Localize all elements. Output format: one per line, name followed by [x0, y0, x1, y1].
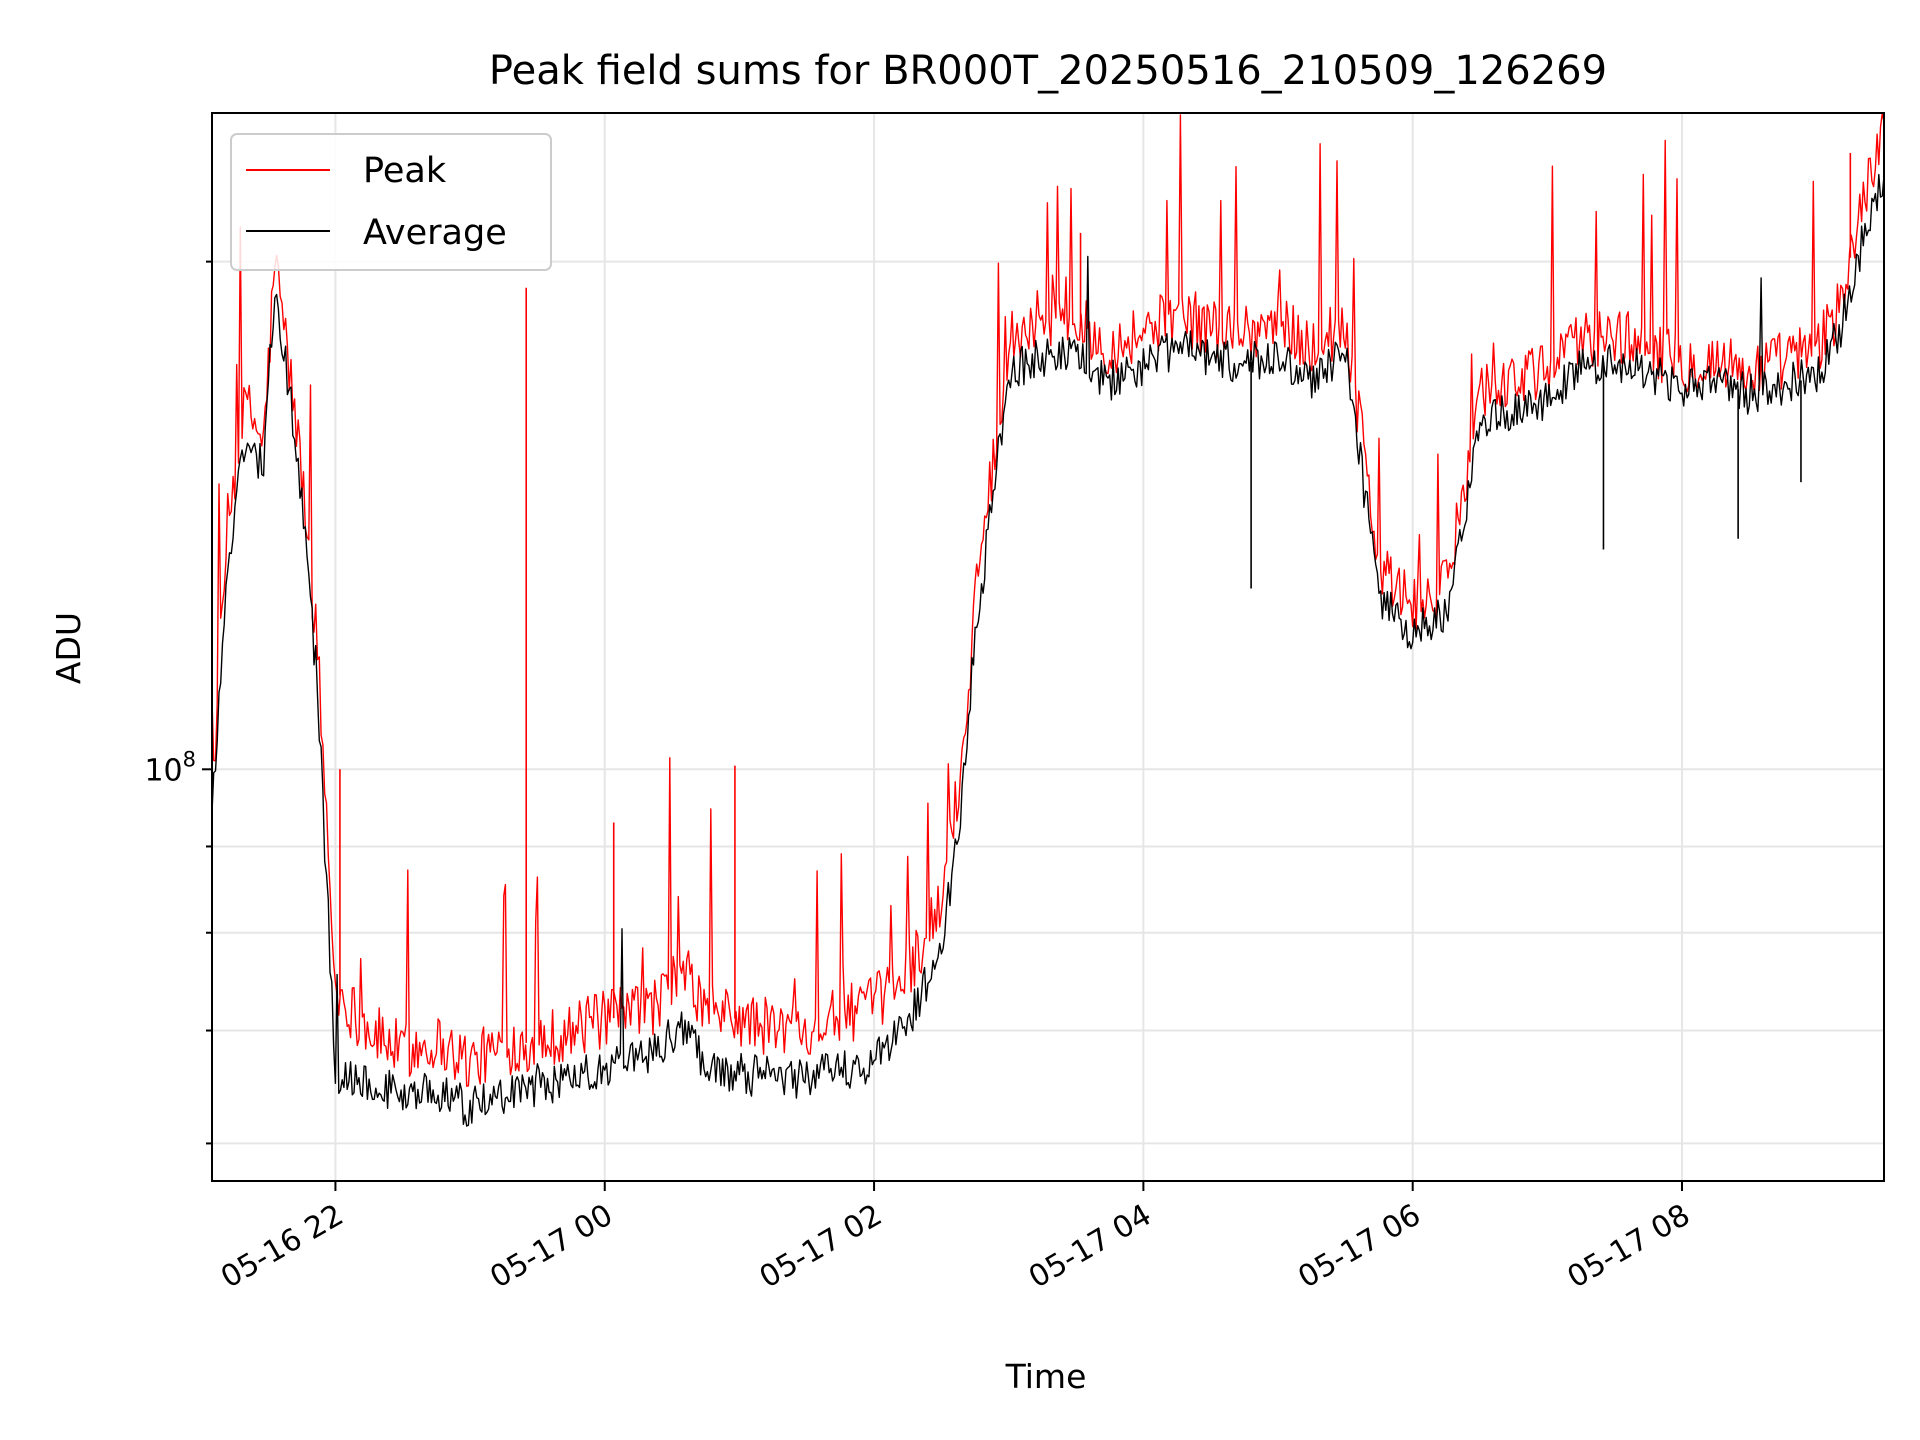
- series-line-peak: [211, 112, 1885, 1087]
- x-axis-label: Time: [1005, 1357, 1087, 1396]
- legend-label-peak: Peak: [363, 151, 447, 191]
- y-axis-label: ADU: [49, 612, 88, 684]
- plot-frame: [211, 112, 1885, 1182]
- series-lines: [211, 112, 1885, 1127]
- y-tick-label: 108: [144, 747, 196, 788]
- legend-box: [230, 133, 552, 271]
- series-line-average: [211, 173, 1885, 1127]
- legend: Peak Average: [230, 133, 552, 271]
- legend-label-average: Average: [363, 213, 507, 253]
- chart-title: Peak field sums for BR000T_20250516_2105…: [489, 48, 1607, 94]
